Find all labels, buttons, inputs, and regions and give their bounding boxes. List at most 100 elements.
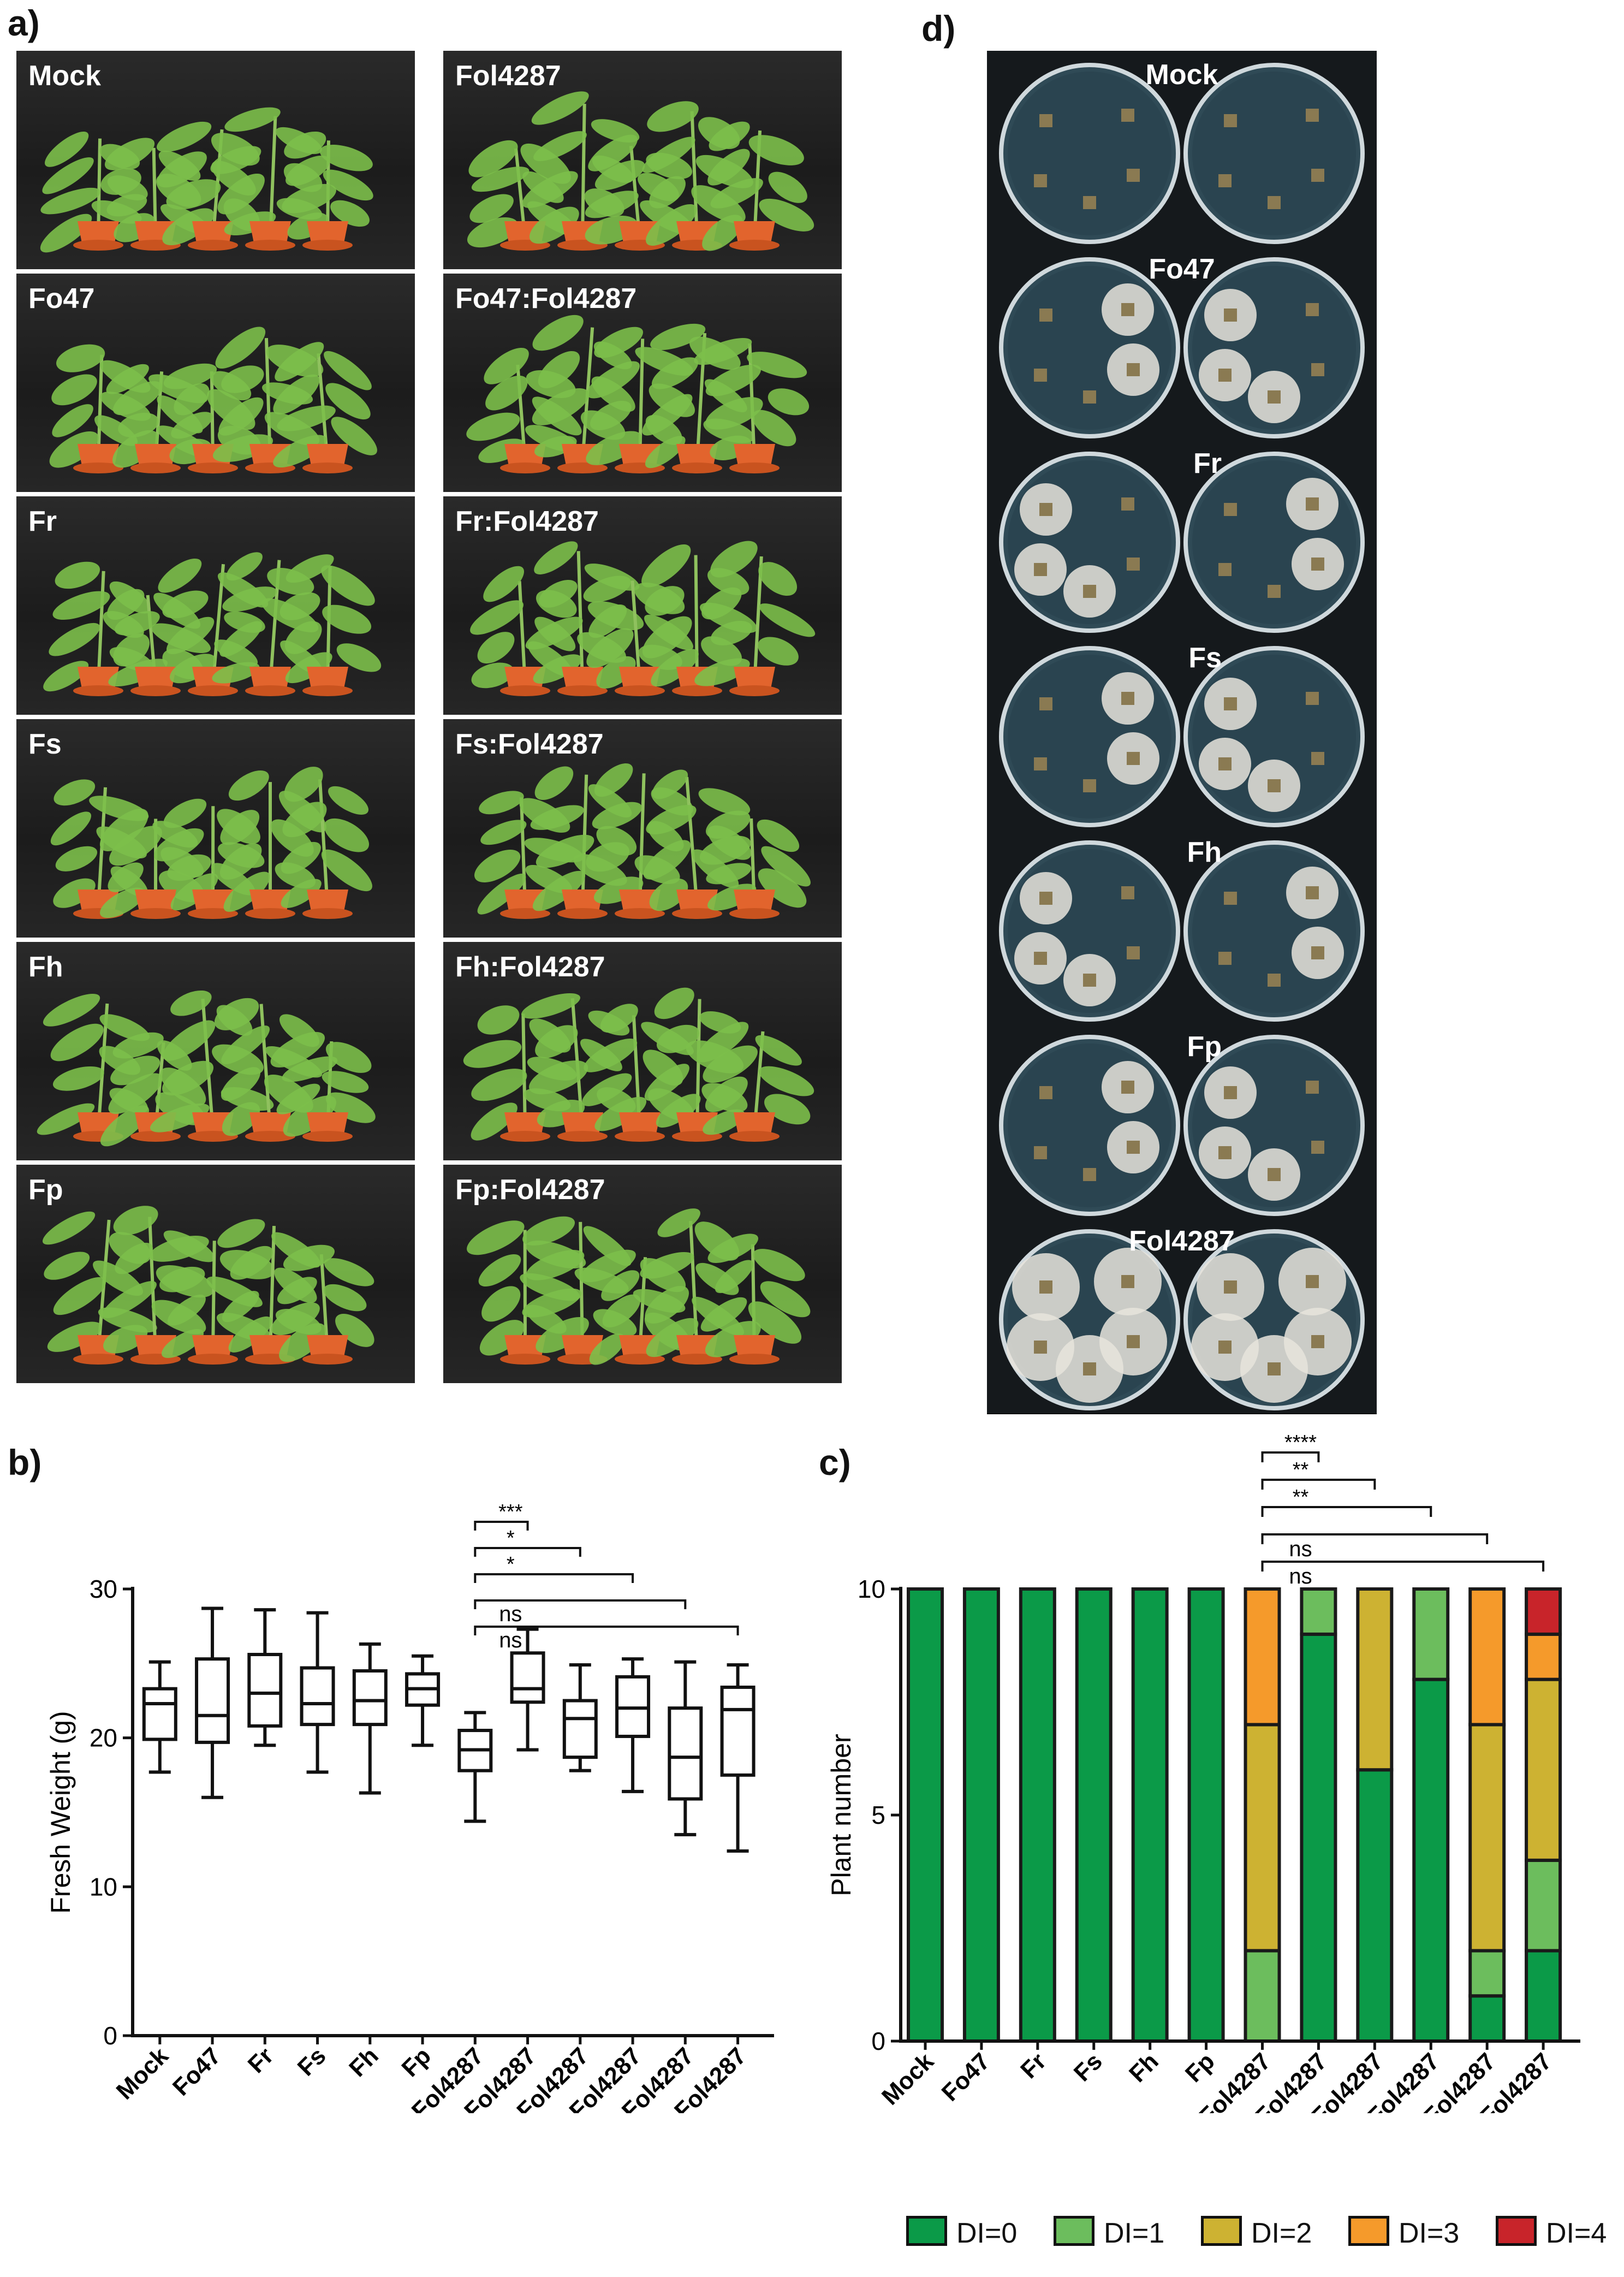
plant-stem	[689, 1220, 699, 1354]
significance-label: **	[1293, 1486, 1309, 1509]
plant-leaf	[759, 198, 814, 232]
plant-leaf	[162, 1060, 214, 1096]
plant-leaf	[104, 138, 155, 170]
box-iqr	[668, 1706, 703, 1801]
plant-leaf	[321, 565, 375, 606]
pot-saucer	[672, 1354, 722, 1365]
pot-saucer	[500, 1131, 550, 1142]
plant-pot	[676, 444, 718, 466]
photo-cell-fs-fol4287: Fs:Fol4287	[443, 719, 842, 938]
root-piece	[1127, 1141, 1140, 1154]
plant-leaf	[159, 1266, 205, 1292]
plant-leaf	[470, 600, 524, 635]
plant-leaf	[651, 357, 699, 389]
photo-column-coinoculated: Fol4287 Fo47:Fol4287 Fr:Fol4287 Fs:Fol42…	[443, 51, 842, 1383]
plant-leaf	[469, 194, 514, 223]
root-piece	[1306, 886, 1319, 899]
pot-saucer	[73, 462, 123, 473]
significance-label: ns	[1289, 1537, 1312, 1561]
plate-label: Fs	[1188, 642, 1222, 674]
root-piece	[1218, 952, 1232, 965]
root-piece	[1311, 1141, 1324, 1154]
plant-leaf	[55, 846, 98, 871]
plant-leaf	[466, 412, 520, 441]
root-piece	[1224, 892, 1237, 905]
plant-leaf	[324, 818, 370, 852]
plant-leaf	[586, 431, 642, 465]
plant-leaf	[758, 868, 807, 908]
bar-segment	[1356, 1768, 1394, 2043]
bar-segment	[1525, 1858, 1562, 1953]
plant-leaf	[112, 1032, 164, 1059]
plant-leaf	[481, 1286, 521, 1322]
plant-leaf	[275, 342, 324, 382]
plant-leaf	[103, 1325, 148, 1354]
root-piece	[1311, 946, 1324, 959]
bar-segment	[1131, 1587, 1169, 2043]
plant-leaf	[224, 107, 281, 132]
root-piece	[1218, 174, 1232, 187]
photo-label: Fr	[28, 506, 57, 537]
root-piece	[1306, 109, 1319, 122]
x-tick-label: Fs	[1069, 2048, 1108, 2086]
plant-leaf	[532, 315, 584, 351]
plant-leaf	[468, 140, 518, 177]
plant-pot	[307, 221, 348, 243]
plant-leaf	[174, 383, 210, 416]
plant-photo-illustration	[42, 1206, 374, 1365]
plant-leaf	[755, 1035, 802, 1066]
plant-leaf	[707, 1234, 759, 1263]
plant-leaf	[270, 1031, 325, 1068]
plant-leaf	[586, 842, 629, 872]
significance-label: ns	[499, 1628, 522, 1652]
plant-leaf	[170, 990, 212, 1016]
y-tick-label: 20	[90, 1724, 117, 1752]
root-piece	[1268, 1362, 1281, 1375]
plant-leaf	[477, 632, 515, 664]
plant-leaf	[51, 374, 97, 406]
plant-leaf	[42, 157, 94, 194]
y-tick-label: 0	[871, 2027, 885, 2055]
plant-pot	[78, 221, 119, 243]
plant-leaf	[759, 1066, 814, 1096]
plant-leaf	[715, 1260, 753, 1294]
significance-label: ****	[1284, 1431, 1317, 1454]
plant-leaf	[49, 622, 100, 656]
root-piece	[1034, 1341, 1047, 1354]
plant-pot	[676, 890, 718, 911]
plate-row-fp: Fp	[987, 1023, 1377, 1218]
plant-leaf	[115, 1242, 153, 1274]
plant-leaf	[584, 1038, 638, 1072]
x-tick-label: Fr	[1015, 2048, 1051, 2084]
plant-leaf	[596, 656, 636, 689]
bar-segment	[1468, 1949, 1506, 1998]
plate-row-fol4287: Fol4287	[987, 1217, 1377, 1414]
significance-label: ns	[499, 1602, 522, 1626]
plant-leaf	[753, 1249, 805, 1282]
pot-saucer	[557, 1131, 608, 1142]
root-piece	[1224, 503, 1237, 516]
plant-leaf	[535, 1025, 578, 1058]
pot-saucer	[130, 685, 181, 696]
root-piece	[1268, 390, 1281, 404]
photo-label: Mock	[28, 60, 101, 92]
plant-stem	[581, 104, 586, 240]
plant-leaf	[474, 849, 521, 882]
root-piece	[1083, 1362, 1096, 1375]
plant-photo-illustration	[37, 990, 376, 1147]
plant-stem	[685, 776, 699, 908]
plant-leaf	[281, 841, 321, 874]
plant-leaf	[532, 388, 589, 425]
plant-pot	[307, 667, 348, 689]
plant-leaf	[319, 145, 373, 171]
plant-stem	[318, 779, 329, 908]
plant-leaf	[335, 1313, 374, 1347]
root-piece	[1034, 952, 1047, 965]
photo-cell-fh-fol4287: Fh:Fol4287	[443, 942, 842, 1160]
plant-leaf	[705, 810, 751, 839]
plant-leaf	[328, 786, 369, 815]
plant-stem	[690, 111, 699, 240]
plant-leaf	[642, 137, 695, 173]
box-iqr	[142, 1687, 177, 1741]
significance-label: **	[1293, 1458, 1309, 1481]
